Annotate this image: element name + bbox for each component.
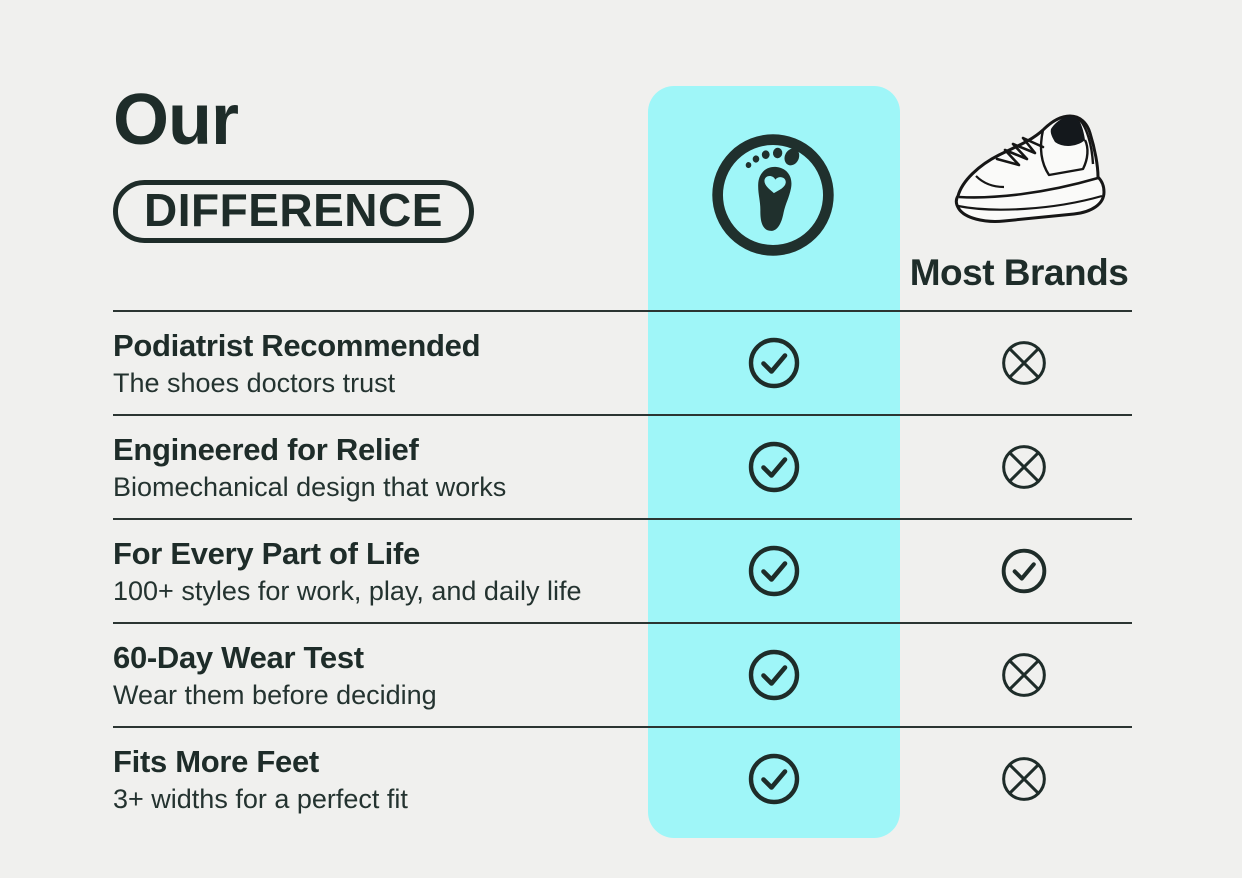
cross-icon <box>1002 341 1046 385</box>
cross-mark <box>1001 340 1047 386</box>
table-row: 60-Day Wear Test Wear them before decidi… <box>113 622 1132 726</box>
ours-value-cell <box>648 753 900 805</box>
footprint-heart-logo-svg <box>712 134 834 256</box>
competitor-value-cell <box>900 444 1132 490</box>
feature-text: 60-Day Wear Test Wear them before decidi… <box>113 639 648 712</box>
competitor-value-cell <box>900 340 1132 386</box>
cross-icon <box>1002 653 1046 697</box>
competitor-value-cell <box>900 548 1132 594</box>
feature-text: For Every Part of Life 100+ styles for w… <box>113 535 648 608</box>
cross-icon <box>1002 757 1046 801</box>
feature-text: Engineered for Relief Biomechanical desi… <box>113 431 648 504</box>
feature-subtitle: 3+ widths for a perfect fit <box>113 783 408 814</box>
check-mark <box>748 649 800 701</box>
feature-text: Podiatrist Recommended The shoes doctors… <box>113 327 648 400</box>
table-row: Podiatrist Recommended The shoes doctors… <box>113 310 1132 414</box>
check-mark <box>1001 548 1047 594</box>
cross-icon <box>1002 445 1046 489</box>
feature-title: For Every Part of Life <box>113 535 420 571</box>
difference-badge: DIFFERENCE <box>113 180 474 243</box>
cross-mark <box>1001 444 1047 490</box>
competitor-value-cell <box>900 652 1132 698</box>
cross-mark <box>1001 756 1047 802</box>
ours-value-cell <box>648 441 900 493</box>
check-icon <box>748 337 800 389</box>
competitor-value-cell <box>900 756 1132 802</box>
check-icon <box>748 441 800 493</box>
feature-title: Engineered for Relief <box>113 431 419 467</box>
check-icon <box>1001 548 1047 594</box>
feature-subtitle: Biomechanical design that works <box>113 471 507 502</box>
check-mark <box>748 545 800 597</box>
table-row: Fits More Feet 3+ widths for a perfect f… <box>113 726 1132 830</box>
check-icon <box>748 753 800 805</box>
feature-subtitle: 100+ styles for work, play, and daily li… <box>113 575 582 606</box>
check-icon <box>748 649 800 701</box>
feature-subtitle: The shoes doctors trust <box>113 367 396 398</box>
difference-badge-label: DIFFERENCE <box>144 184 443 236</box>
check-mark <box>748 753 800 805</box>
page-title-line1: Our <box>113 80 239 160</box>
comparison-table: Podiatrist Recommended The shoes doctors… <box>113 310 1132 830</box>
table-row: For Every Part of Life 100+ styles for w… <box>113 518 1132 622</box>
footprint-heart-logo-icon <box>705 127 841 263</box>
feature-title: Fits More Feet <box>113 743 319 779</box>
table-row: Engineered for Relief Biomechanical desi… <box>113 414 1132 518</box>
sneaker-icon <box>948 104 1108 232</box>
feature-text: Fits More Feet 3+ widths for a perfect f… <box>113 743 648 816</box>
feature-title: Podiatrist Recommended <box>113 327 481 363</box>
sneaker-svg <box>954 114 1106 223</box>
ours-value-cell <box>648 337 900 389</box>
ours-value-cell <box>648 545 900 597</box>
feature-title: 60-Day Wear Test <box>113 639 364 675</box>
feature-subtitle: Wear them before deciding <box>113 679 437 710</box>
check-icon <box>748 545 800 597</box>
check-mark <box>748 337 800 389</box>
check-mark <box>748 441 800 493</box>
competitor-column-label: Most Brands <box>909 252 1129 293</box>
ours-value-cell <box>648 649 900 701</box>
cross-mark <box>1001 652 1047 698</box>
